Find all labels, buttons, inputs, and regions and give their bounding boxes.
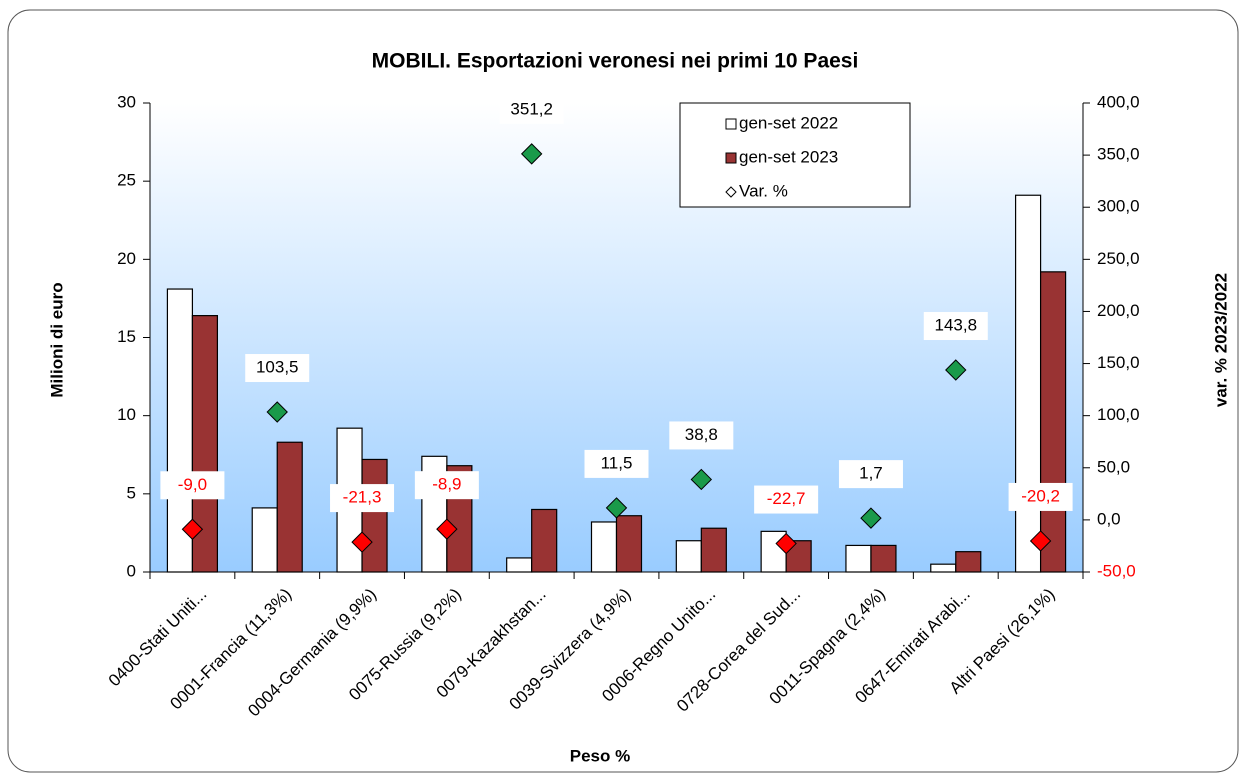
y-tick-label: 5 [127, 483, 136, 502]
marker [266, 401, 288, 423]
y2-tick-label: 150,0 [1097, 353, 1140, 372]
marker [945, 359, 967, 381]
data-label: -8,9 [432, 475, 461, 494]
data-label: -20,2 [1021, 486, 1060, 505]
marker [520, 143, 543, 165]
data-label-box [330, 484, 395, 513]
y-tick-label: 0 [127, 561, 136, 580]
marker [1029, 530, 1052, 552]
bar [930, 563, 957, 573]
y2-tick-label: -50,0 [1097, 561, 1136, 580]
bar [251, 507, 278, 573]
bar [870, 544, 897, 573]
y2-tick-label: 350,0 [1097, 145, 1140, 164]
marker [181, 518, 204, 540]
y2-tick-label: 50,0 [1097, 457, 1130, 476]
marker [351, 531, 373, 553]
x-axis-label: Peso % [570, 746, 630, 765]
legend-marker [725, 186, 737, 198]
data-label-box [245, 354, 310, 383]
marker [690, 468, 713, 491]
data-label-box [160, 471, 225, 500]
y2-axis-label: var. % 2023/2022 [1211, 273, 1230, 407]
data-label-box [584, 449, 649, 478]
y-tick-label: 15 [117, 327, 136, 346]
data-label-box [838, 460, 903, 489]
chart-title: MOBILI. Esportazioni veronesi nei primi … [372, 50, 859, 73]
y2-tick-label: 300,0 [1097, 197, 1140, 216]
bar [955, 551, 982, 573]
legend-label: Var. % [739, 181, 788, 200]
bar [531, 508, 558, 573]
bar [700, 527, 727, 573]
y2-tick-label: 100,0 [1097, 405, 1140, 424]
data-label-box [1008, 482, 1073, 511]
bar [615, 515, 643, 573]
y-axis-label: Milioni di euro [47, 282, 66, 397]
bar [361, 458, 388, 573]
data-label: 103,5 [256, 358, 299, 377]
legend-label: gen-set 2022 [739, 113, 838, 132]
marker [436, 518, 458, 540]
legend-swatch [725, 118, 737, 130]
data-label: 38,8 [685, 425, 718, 444]
bar [1039, 271, 1067, 573]
data-label: -22,7 [767, 489, 806, 508]
bar [845, 544, 872, 573]
y-tick-label: 10 [117, 405, 136, 424]
y2-tick-label: 0,0 [1097, 509, 1121, 528]
data-label: 143,8 [934, 316, 977, 335]
y-tick-label: 30 [117, 92, 136, 111]
marker [605, 497, 628, 519]
data-label-box [669, 421, 734, 450]
y2-tick-label: 400,0 [1097, 92, 1140, 111]
legend-label: gen-set 2023 [739, 147, 838, 166]
bar [506, 557, 533, 573]
data-label-box [499, 95, 564, 124]
y-tick-label: 25 [117, 171, 136, 190]
bar [276, 441, 303, 573]
legend [679, 102, 911, 208]
data-label-box [923, 312, 988, 341]
data-label: -9,0 [178, 475, 207, 494]
legend-swatch [725, 152, 737, 164]
data-label-box [754, 485, 819, 514]
marker [860, 507, 882, 529]
y2-tick-label: 200,0 [1097, 301, 1140, 320]
marker [775, 532, 797, 555]
data-label: 11,5 [601, 453, 633, 472]
bar [675, 540, 702, 573]
bar [590, 521, 618, 573]
data-label: 1,7 [859, 464, 883, 483]
y2-tick-label: 250,0 [1097, 249, 1140, 268]
data-label: 351,2 [510, 99, 553, 118]
data-label: -21,3 [343, 488, 382, 507]
y-tick-label: 20 [117, 249, 136, 268]
bar [1014, 194, 1042, 573]
data-label-box [414, 471, 479, 500]
